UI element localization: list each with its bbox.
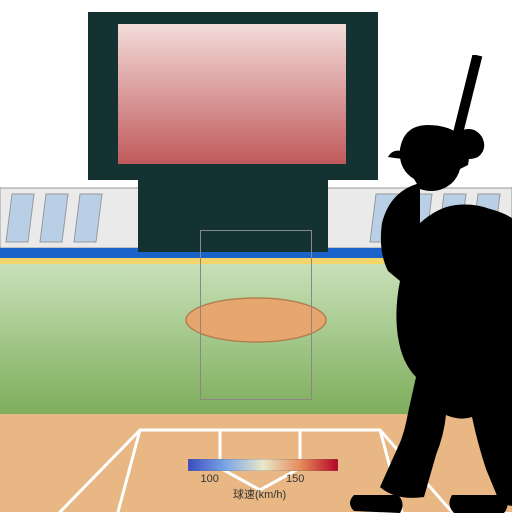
velocity-legend: 100 150 球速(km/h) bbox=[188, 458, 338, 500]
legend-tick-100: 100 bbox=[201, 473, 219, 485]
strike-zone bbox=[200, 230, 312, 400]
legend-gradient bbox=[188, 459, 338, 471]
stage: 100 150 球速(km/h) bbox=[0, 0, 512, 512]
legend-tick-150: 150 bbox=[286, 473, 304, 485]
batter-silhouette bbox=[320, 55, 512, 515]
legend-axis-label: 球速(km/h) bbox=[233, 486, 286, 502]
